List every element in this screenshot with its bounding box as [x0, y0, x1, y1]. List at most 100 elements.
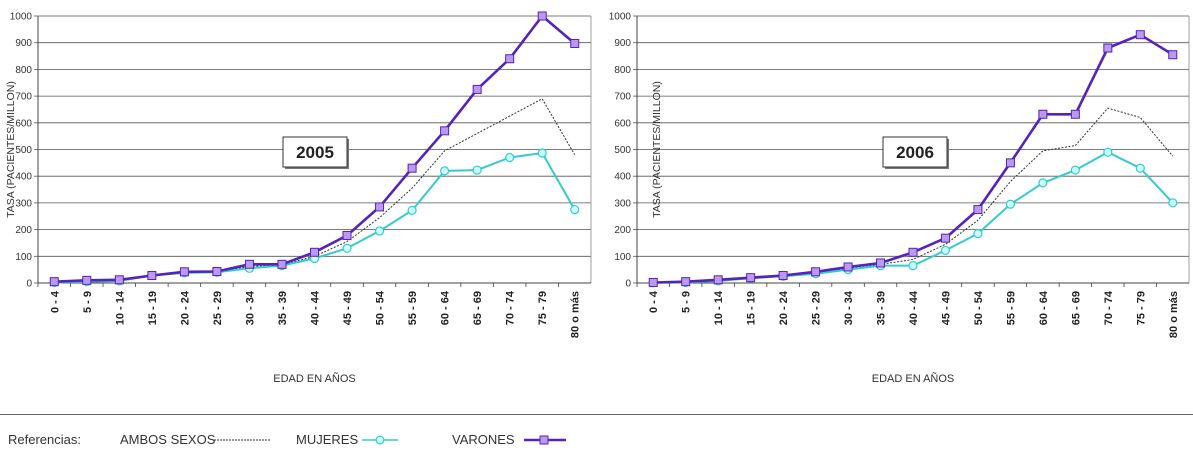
- series-mujeres-point: [1168, 198, 1178, 208]
- series-varones-point: [212, 267, 222, 277]
- series-varones-point: [973, 205, 983, 215]
- series-varones-point: [1135, 30, 1145, 40]
- series-varones-point: [407, 163, 417, 173]
- series-mujeres-point: [440, 166, 450, 176]
- series-varones-point: [843, 262, 853, 272]
- series-mujeres-point: [1103, 147, 1113, 157]
- series-varones-point: [908, 247, 918, 257]
- legend-title: Referencias:: [8, 432, 81, 447]
- y-tick-label: 300: [15, 198, 32, 209]
- series-varones-point: [147, 271, 157, 281]
- series-mujeres-point: [342, 243, 352, 253]
- legend-divider: [0, 414, 1193, 415]
- x-tick-label: 30 - 34: [244, 290, 256, 325]
- series-mujeres-point: [407, 205, 417, 215]
- x-tick-label: 10 - 14: [114, 290, 126, 325]
- series-varones-point: [570, 39, 580, 49]
- x-tick-label: 20 - 24: [778, 290, 790, 325]
- x-tick-label: 75 - 79: [537, 291, 549, 325]
- y-tick-label: 400: [614, 172, 631, 183]
- series-mujeres-point: [1135, 163, 1145, 173]
- series-mujeres-point: [537, 148, 547, 158]
- series-varones-point: [472, 84, 482, 94]
- x-tick-label: 25 - 29: [212, 291, 224, 325]
- y-tick-label: 600: [15, 118, 32, 129]
- series-mujeres-point: [1038, 178, 1048, 188]
- x-tick-label: 55 - 59: [1005, 291, 1017, 325]
- y-tick-label: 100: [614, 252, 631, 263]
- series-mujeres-point: [505, 152, 515, 163]
- series-varones-point: [179, 267, 189, 277]
- y-tick-label: 900: [614, 38, 631, 49]
- x-tick-label: 80 o más: [570, 291, 582, 338]
- series-varones-point: [537, 11, 547, 21]
- x-tick-label: 70 - 74: [505, 290, 517, 325]
- series-mujeres-point: [374, 226, 385, 236]
- series-mujeres-line: [54, 152, 576, 284]
- y-tick-label: 0: [625, 279, 631, 290]
- series-mujeres-point: [472, 165, 482, 175]
- x-tick-label: 30 - 34: [843, 290, 855, 325]
- chart-title: 2005: [296, 143, 334, 162]
- y-tick-label: 700: [614, 92, 631, 103]
- series-varones-point: [375, 202, 385, 212]
- x-tick-label: 65 - 69: [1070, 291, 1082, 325]
- x-tick-label: 15 - 19: [746, 291, 758, 325]
- legend-swatch-mujeres: [362, 435, 398, 445]
- series-varones-point: [778, 271, 788, 281]
- chart-2006: 0 100 200 300 400 500 600 700 800 900 1000 0 - 4 5 -…: [609, 12, 1190, 385]
- series-varones-point: [713, 275, 723, 285]
- x-tick-label: 15 - 19: [147, 291, 159, 325]
- y-tick-label: 200: [15, 225, 32, 236]
- series-varones-point: [1168, 50, 1178, 60]
- x-tick-label: 0 - 4: [49, 290, 61, 313]
- x-tick-label: 25 - 29: [811, 291, 823, 325]
- y-axis-label: TASA (PACIENTES/MILLON): [5, 81, 17, 218]
- x-axis-label: EDAD EN AÑOS: [872, 372, 955, 385]
- series-varones-point: [49, 277, 59, 287]
- x-tick-label: 45 - 49: [940, 291, 952, 325]
- x-tick-label: 60 - 64: [440, 290, 452, 325]
- series-varones-point: [1005, 158, 1015, 168]
- series-varones-point: [114, 275, 124, 285]
- x-tick-label: 20 - 24: [179, 290, 191, 325]
- y-tick-label: 1000: [10, 12, 33, 23]
- series-varones-point: [1038, 109, 1048, 119]
- title-box: [282, 136, 348, 168]
- y-tick-label: 800: [614, 65, 631, 76]
- legend-swatch-varones: [524, 435, 566, 445]
- legend-label-varones: VARONES: [452, 432, 515, 447]
- x-tick-label: 80 o más: [1168, 291, 1180, 338]
- y-tick-label: 1000: [609, 12, 632, 23]
- series-varones-point: [342, 230, 352, 240]
- series-varones-point: [811, 267, 821, 277]
- x-tick-label: 40 - 44: [310, 290, 322, 325]
- y-tick-label: 200: [614, 225, 631, 236]
- chart-title: 2006: [896, 143, 934, 162]
- series-mujeres-point: [1070, 165, 1080, 175]
- y-tick-label: 100: [15, 252, 32, 263]
- legend-label-ambos: AMBOS SEXOS: [120, 432, 216, 447]
- series-varones-point: [648, 277, 658, 287]
- legend-label-mujeres: MUJERES: [296, 432, 359, 447]
- series-varones-point: [1103, 43, 1113, 53]
- y-tick-label: 700: [15, 92, 32, 103]
- x-tick-label: 65 - 69: [472, 291, 484, 325]
- series-varones-point: [244, 259, 254, 269]
- series-mujeres-point: [570, 204, 580, 215]
- y-axis-label: TASA (PACIENTES/MILLON): [651, 81, 663, 218]
- chart-2005: 0 100 200 300 400 500 600 700 800 900 1000 0 - 4 5 -…: [5, 11, 592, 385]
- x-tick-label: 5 - 9: [681, 291, 693, 313]
- x-tick-label: 5 - 9: [82, 291, 94, 313]
- series-varones-point: [277, 259, 287, 269]
- x-tick-label: 60 - 64: [1038, 290, 1050, 325]
- x-tick-label: 10 - 14: [713, 290, 725, 325]
- legend-swatch-ambos: [214, 439, 270, 441]
- x-axis-label: EDAD EN AÑOS: [273, 372, 356, 385]
- x-tick-label: 75 - 79: [1135, 291, 1147, 325]
- x-tick-label: 35 - 39: [876, 291, 888, 325]
- series-mujeres-point: [973, 229, 983, 239]
- series-varones-point: [746, 273, 756, 283]
- x-tick-label: 0 - 4: [648, 290, 660, 313]
